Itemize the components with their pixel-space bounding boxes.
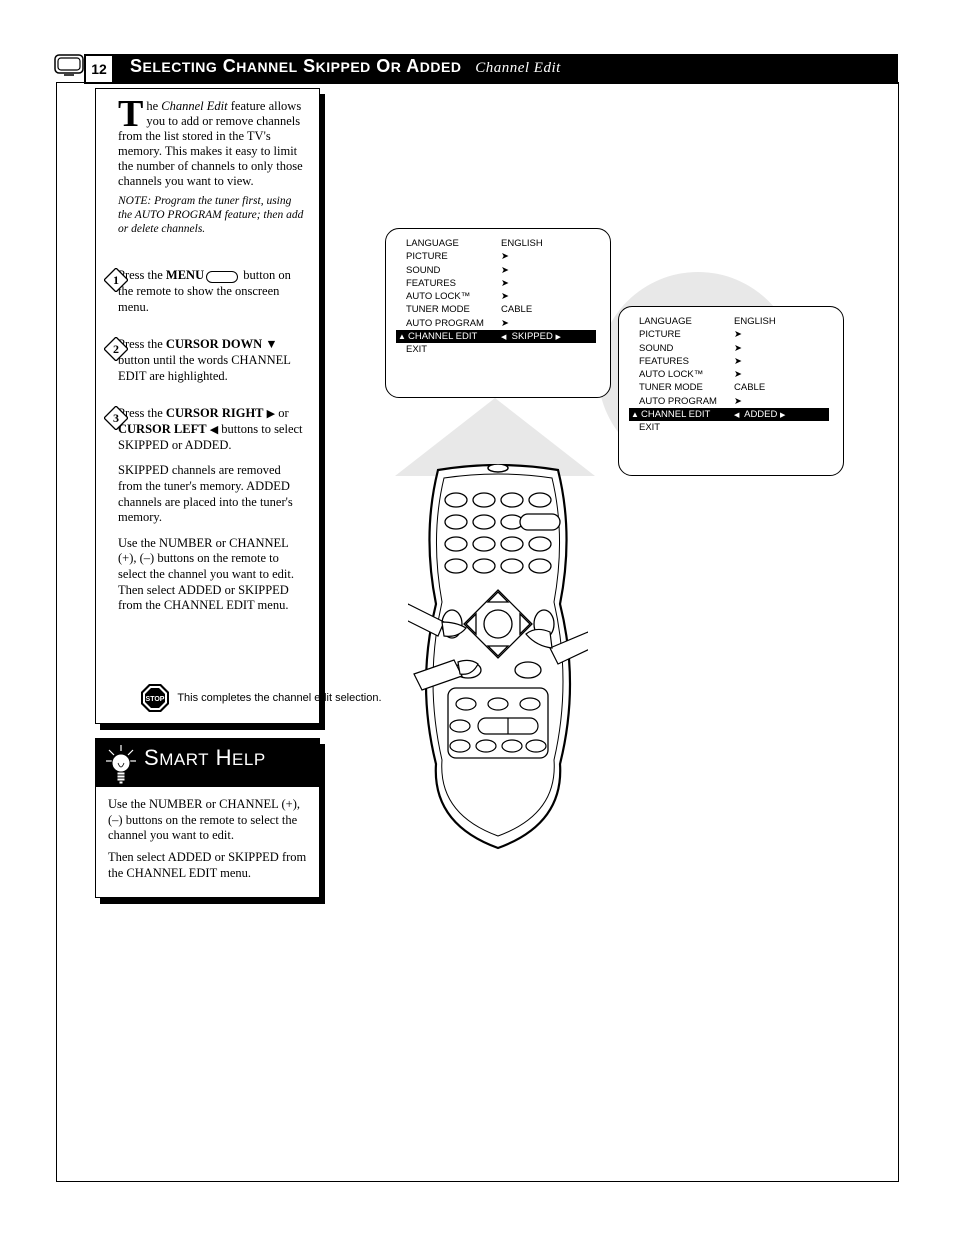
i1: he — [146, 99, 161, 113]
s3mid: SKIPPED channels are removed from the tu… — [118, 463, 307, 526]
page-number: 12 — [84, 54, 114, 84]
s2c: button until the words CHANNEL EDIT are … — [118, 353, 290, 383]
step-3: 3 Press the CURSOR RIGHT ▶ or CURSOR LEF… — [118, 406, 307, 614]
step-2: 2 Press the CURSOR DOWN ▼ button until t… — [118, 337, 307, 384]
left-arrow-glyph: ◀ — [210, 424, 218, 436]
stop-row: STOP This completes the channel edit sel… — [126, 683, 396, 713]
hs2: ELP — [232, 750, 266, 769]
osd-row: AUTO LOCK™➤ — [629, 368, 833, 381]
help-body: Use the NUMBER or CHANNEL (+), (–) butto… — [96, 787, 319, 887]
osd-row: PICTURE➤ — [629, 328, 833, 341]
svg-text:STOP: STOP — [146, 696, 165, 703]
osd1-inner: LANGUAGEENGLISHPICTURE➤SOUND➤FEATURES➤AU… — [386, 229, 610, 363]
osd-menu-skipped: LANGUAGEENGLISHPICTURE➤SOUND➤FEATURES➤AU… — [385, 228, 611, 398]
s3last: Use the NUMBER or CHANNEL (+), (–) butto… — [118, 536, 307, 614]
osd-row: AUTO PROGRAM➤ — [396, 317, 600, 330]
t6: KIPPED — [316, 59, 371, 75]
stop-icon: STOP — [140, 683, 170, 713]
menu-pill-icon — [206, 271, 238, 283]
t9: A — [401, 56, 419, 76]
diamond-1: 1 — [104, 268, 128, 292]
page-title: SELECTING CHANNEL SKIPPED OR ADDED Chann… — [130, 56, 561, 77]
osd-row: FEATURES➤ — [396, 277, 600, 290]
osd-row: PICTURE➤ — [396, 250, 600, 263]
osd-row: EXIT — [396, 343, 600, 356]
osd-row: LANGUAGEENGLISH — [396, 237, 600, 250]
t3: C — [217, 56, 236, 76]
hb1: S — [144, 745, 159, 770]
svg-text:3: 3 — [113, 411, 119, 425]
s3c: or — [275, 406, 289, 420]
t8: R — [391, 59, 402, 75]
hb2: H — [209, 745, 232, 770]
intro: The Channel Edit feature allows you to a… — [118, 99, 307, 236]
instruction-panel: The Channel Edit feature allows you to a… — [95, 88, 320, 724]
help-line1: Use the NUMBER or CHANNEL (+), (–) butto… — [108, 797, 309, 844]
t7: O — [371, 56, 391, 76]
s2b: CURSOR DOWN — [166, 337, 262, 351]
osd-row: TUNER MODECABLE — [629, 381, 833, 394]
s3d: CURSOR LEFT — [118, 422, 207, 436]
svg-text:1: 1 — [113, 273, 119, 287]
osd-row: AUTO PROGRAM➤ — [629, 395, 833, 408]
osd-row: ▲CHANNEL EDIT◀ SKIPPED ▶ — [396, 330, 600, 343]
osd-row: LANGUAGEENGLISH — [629, 315, 833, 328]
osd-row: ▲CHANNEL EDIT◀ ADDED ▶ — [629, 408, 833, 421]
hs1: MART — [159, 750, 209, 769]
t1: S — [130, 56, 143, 76]
osd-row: AUTO LOCK™➤ — [396, 290, 600, 303]
osd-menu-added: LANGUAGEENGLISHPICTURE➤SOUND➤FEATURES➤AU… — [618, 306, 844, 476]
help-line2: Then select ADDED or SKIPPED from the CH… — [108, 850, 309, 881]
stop-text: This completes the channel edit selectio… — [177, 692, 381, 704]
dropcap: T — [118, 99, 146, 129]
osd-row: FEATURES➤ — [629, 355, 833, 368]
osd-row: SOUND➤ — [629, 342, 833, 355]
osd-row: TUNER MODECABLE — [396, 303, 600, 316]
intro-note: NOTE: Program the tuner first, using the… — [118, 195, 307, 236]
diamond-3: 3 — [104, 406, 128, 430]
smart-help-box: SMART HELP Use the NUMBER or CHANNEL (+)… — [95, 738, 320, 898]
osd-row: EXIT — [629, 421, 833, 434]
remote-illustration — [408, 464, 588, 854]
osd-row: SOUND➤ — [396, 264, 600, 277]
subtitle: Channel Edit — [475, 60, 561, 76]
osd2-inner: LANGUAGEENGLISHPICTURE➤SOUND➤FEATURES➤AU… — [619, 307, 843, 441]
t10: DDED — [420, 59, 462, 75]
s3b: CURSOR RIGHT — [166, 406, 264, 420]
s1b: MENU — [166, 268, 204, 282]
step-1: 1 Press the MENU button on the remote to… — [118, 268, 307, 315]
right-arrow-glyph: ▶ — [267, 408, 275, 420]
diamond-2: 2 — [104, 337, 128, 361]
lightbulb-icon — [104, 743, 138, 793]
i2: Channel Edit — [161, 99, 227, 113]
help-header: SMART HELP — [96, 739, 319, 787]
tv-icon — [54, 52, 84, 76]
t4: HANNEL — [236, 59, 297, 75]
t5: S — [298, 56, 316, 76]
svg-text:2: 2 — [113, 342, 119, 356]
t2: ELECTING — [143, 59, 218, 75]
